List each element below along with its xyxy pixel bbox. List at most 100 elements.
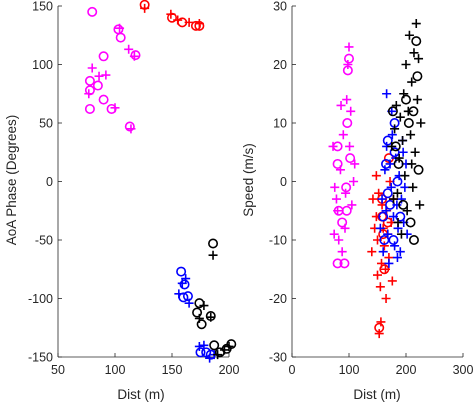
right-data-point-circle (408, 235, 419, 246)
left-data-point-plus (84, 89, 94, 99)
right-data-point-circle (412, 71, 423, 82)
left-data-point-plus (194, 341, 204, 351)
right-y-tick-label: -20 (269, 292, 287, 306)
left-data-point-plus (199, 301, 209, 311)
right-data-point-plus (396, 229, 406, 239)
right-data-point-plus (402, 206, 412, 216)
right-x-tick-label: 300 (453, 363, 474, 377)
left-data-point-circle (196, 319, 207, 330)
right-data-point-circle (388, 235, 399, 246)
right-data-point-plus (408, 182, 418, 192)
left-data-point-circle (176, 266, 187, 277)
right-data-point-plus (381, 206, 391, 216)
left-y-tick-label: 150 (32, 0, 53, 14)
right-data-point-circle (378, 211, 389, 222)
right-data-point-plus (374, 188, 384, 198)
right-data-point-plus (403, 106, 413, 116)
left-data-point-plus (194, 313, 204, 323)
left-data-point-circle (130, 50, 141, 61)
right-data-point-plus (395, 247, 405, 257)
right-data-point-plus (343, 60, 353, 69)
right-data-point-plus (371, 171, 381, 181)
right-data-point-plus (395, 112, 405, 122)
right-data-point-plus (398, 136, 408, 146)
right-data-point-plus (399, 89, 409, 99)
left-data-point-plus (177, 278, 187, 288)
left-data-point-plus (110, 103, 120, 113)
right-data-point-plus (376, 317, 386, 327)
right-y-axis-label: Speed (m/s) (241, 143, 256, 217)
right-data-point-plus (347, 200, 357, 210)
right-data-point-plus (393, 217, 403, 227)
right-data-point-circle (341, 205, 352, 216)
left-data-point-plus (199, 340, 209, 350)
right-data-point-plus (410, 147, 420, 157)
left-data-point-circle (208, 238, 219, 249)
right-data-point-plus (381, 294, 391, 303)
left-data-point-plus (87, 63, 97, 73)
right-data-point-plus (382, 89, 392, 99)
left-y-tick-label: 100 (32, 58, 53, 72)
left-y-axis-label: AoA Phase (Degrees) (4, 115, 19, 246)
left-data-point-plus (94, 71, 104, 81)
left-data-point-plus (140, 3, 150, 13)
left-data-point-circle (98, 94, 109, 105)
right-data-point-plus (349, 177, 359, 186)
right-data-point-circle (411, 36, 422, 47)
left-x-tick-label: 150 (162, 363, 183, 377)
right-data-point-plus (384, 258, 394, 268)
left-x-axis-label: Dist (m) (117, 387, 164, 402)
left-data-point-circle (113, 24, 124, 35)
left-axes: 50 100 150 200 -150 -100 -50 0 50 100 150 (28, 0, 240, 377)
left-x-tick-label: 100 (105, 363, 126, 377)
left-data-point-plus (101, 70, 111, 80)
right-data-point-plus (331, 194, 341, 204)
left-chart: 50 100 150 200 -150 -100 -50 0 50 100 150 Dist (m)… (4, 0, 239, 402)
right-data-point-plus (412, 95, 422, 105)
left-data-point-plus (206, 312, 216, 322)
left-data-point-plus (126, 124, 136, 134)
left-y-tick-label: -100 (28, 292, 53, 306)
right-data-point-plus (387, 141, 397, 151)
right-data-point-plus (377, 194, 387, 204)
right-y-tick-label: 10 (273, 117, 287, 131)
left-data-point-plus (213, 350, 223, 360)
right-data-point-plus (390, 124, 400, 134)
right-data-point-circle (387, 106, 398, 117)
right-x-axis-label: Dist (m) (353, 387, 400, 402)
left-data-point-plus (115, 23, 125, 33)
right-data-point-plus (330, 182, 340, 192)
right-data-point-plus (368, 194, 378, 204)
right-y-tick-label: -30 (269, 351, 287, 365)
left-data-point-plus (224, 341, 234, 351)
right-data-point-plus (367, 247, 377, 257)
left-y-tick-label: -50 (35, 234, 53, 248)
left-data-point-circle (209, 340, 220, 351)
right-data-point-plus (379, 241, 389, 251)
right-data-point-plus (342, 95, 352, 105)
right-data-point-plus (350, 159, 360, 169)
right-data-point-plus (392, 253, 402, 263)
right-data-point-plus (338, 130, 348, 140)
right-data-point-plus (387, 276, 397, 286)
right-data-point-circle (405, 217, 416, 228)
right-data-point-plus (401, 60, 411, 69)
right-data-point-plus (416, 118, 426, 128)
left-data-point-plus (174, 289, 184, 299)
left-data-point-circle (92, 80, 103, 91)
right-data-point-plus (328, 141, 338, 151)
right-data-point-plus (411, 19, 421, 29)
left-data-point-circle (98, 51, 109, 62)
right-data-point-plus (415, 200, 425, 210)
right-data-point-circle (332, 258, 343, 269)
left-data-point-plus (184, 17, 194, 27)
left-data-point-plus (181, 274, 191, 284)
left-data-point-circle (124, 121, 135, 132)
right-data-point-plus (391, 100, 401, 110)
left-data-point-circle (195, 347, 206, 358)
right-y-tick-label: 0 (280, 175, 287, 189)
right-data-point-plus (400, 182, 410, 192)
right-data-point-plus (404, 30, 414, 40)
right-data-point-plus (386, 182, 396, 192)
left-data-point-plus (219, 345, 229, 355)
